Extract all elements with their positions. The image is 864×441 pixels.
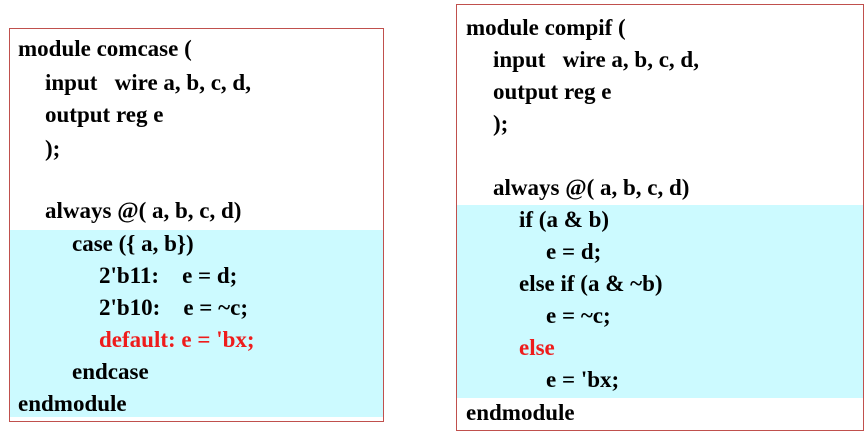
code-line-close-paren: );	[45, 136, 61, 161]
code-line-endcase: endcase	[72, 359, 149, 384]
code-line-case: case ({ a, b})	[72, 231, 194, 256]
code-line-else-if: else if (a & ~b)	[519, 271, 663, 296]
code-line-else: else	[519, 335, 555, 360]
code-panel-compif: module compif ( input wire a, b, c, d, o…	[456, 4, 864, 431]
code-line-always: always @( a, b, c, d)	[493, 175, 690, 200]
code-line-case-item: 2'b11: e = d;	[99, 263, 238, 288]
code-line-endmodule: endmodule	[466, 400, 575, 425]
code-line-input: input wire a, b, c, d,	[493, 47, 699, 72]
code-line-case-item: 2'b10: e = ~c;	[99, 295, 248, 320]
code-line-default: default: e = 'bx;	[99, 327, 255, 352]
code-line-module-decl: module compif (	[466, 15, 626, 40]
code-line-assign: e = ~c;	[546, 303, 611, 328]
code-line-module-decl: module comcase (	[18, 36, 192, 61]
code-line-always: always @( a, b, c, d)	[45, 198, 242, 223]
code-line-close-paren: );	[493, 111, 509, 136]
code-line-output: output reg e	[493, 79, 612, 104]
code-line-output: output reg e	[45, 102, 164, 127]
highlighted-block	[10, 230, 383, 417]
code-line-input: input wire a, b, c, d,	[45, 70, 251, 95]
code-line-assign: e = d;	[546, 239, 602, 264]
code-line-if: if (a & b)	[519, 207, 610, 232]
code-line-assign: e = 'bx;	[546, 367, 620, 392]
code-line-endmodule: endmodule	[18, 391, 127, 416]
code-panel-comcase: module comcase ( input wire a, b, c, d, …	[9, 28, 384, 422]
highlighted-block	[457, 205, 863, 398]
